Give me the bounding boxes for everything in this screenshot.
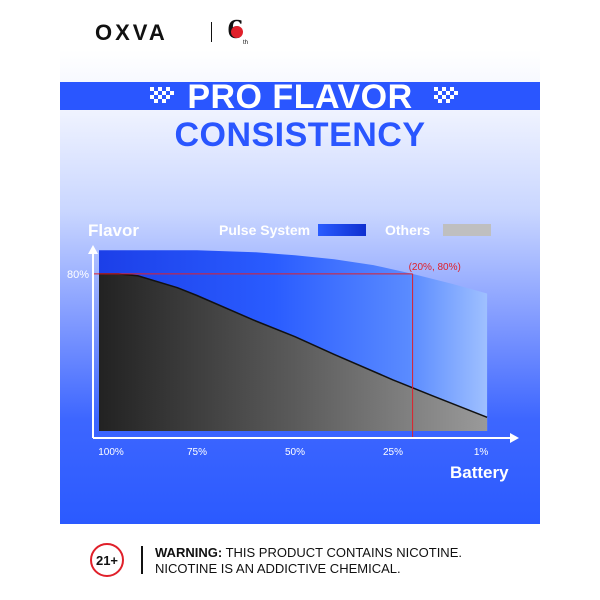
checkered-flag-icon xyxy=(150,87,174,103)
title-line-2: CONSISTENCY xyxy=(174,116,426,154)
series-area-others xyxy=(99,273,488,431)
x-tick-label: 25% xyxy=(383,447,403,458)
warning-line-1: THIS PRODUCT CONTAINS NICOTINE. xyxy=(225,545,462,560)
x-tick-label: 100% xyxy=(98,447,124,458)
x-tick-labels: 100% 75% 50% 25% 1% xyxy=(98,447,488,458)
warning-divider xyxy=(141,546,143,574)
y-tick-label: 80% xyxy=(67,269,89,281)
x-tick-label: 50% xyxy=(285,447,305,458)
y-axis-label: Flavor xyxy=(88,221,139,240)
svg-text:th: th xyxy=(243,40,248,46)
edition-badge-logo: 6 th xyxy=(227,16,248,46)
checkered-flag-icon xyxy=(434,87,458,103)
age-restriction-badge: 21+ xyxy=(90,543,124,577)
y-axis-arrowhead xyxy=(88,245,98,254)
warning-footer: 21+ WARNING: THIS PRODUCT CONTAINS NICOT… xyxy=(0,524,600,600)
warning-label: WARNING: xyxy=(155,545,223,560)
title-band xyxy=(60,82,540,110)
nicotine-warning: WARNING: THIS PRODUCT CONTAINS NICOTINE.… xyxy=(155,545,462,577)
brand-logo: OXVA xyxy=(95,20,168,45)
legend-swatch-others xyxy=(443,224,491,236)
warning-line-2: NICOTINE IS AN ADDICTIVE CHEMICAL. xyxy=(155,561,401,576)
title-line-1: PRO FLAVOR xyxy=(187,78,413,116)
x-axis-arrowhead xyxy=(510,433,519,443)
x-tick-label: 1% xyxy=(474,447,489,458)
legend-label-pulse: Pulse System xyxy=(219,222,310,238)
brand-divider xyxy=(211,22,212,42)
x-axis-label: Battery xyxy=(450,463,509,482)
series-line-others xyxy=(99,273,488,418)
reference-annotation: (20%, 80%) xyxy=(409,262,461,273)
x-tick-label: 75% xyxy=(187,447,207,458)
legend-label-others: Others xyxy=(385,222,430,238)
legend-swatch-pulse xyxy=(318,224,366,236)
